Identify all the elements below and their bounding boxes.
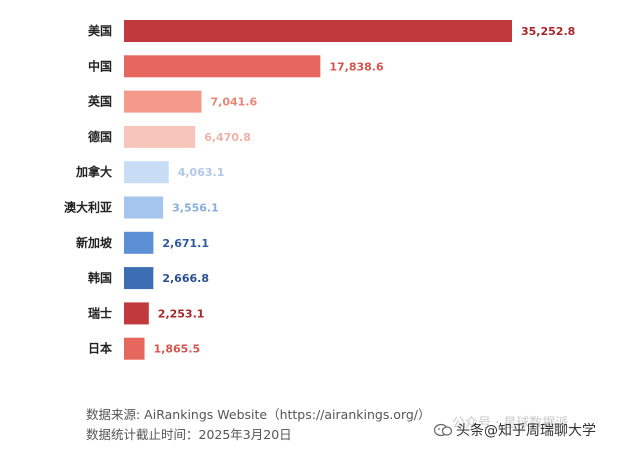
value-label: 6,470.8 — [204, 131, 251, 144]
category-label: 瑞士 — [88, 305, 112, 320]
value-label: 7,041.6 — [211, 96, 258, 109]
category-label: 澳大利亚 — [64, 200, 112, 215]
value-label: 17,838.6 — [329, 60, 384, 73]
bar — [124, 302, 149, 324]
bar — [124, 91, 202, 113]
category-label: 中国 — [88, 58, 112, 73]
bar — [124, 197, 163, 219]
data-date-note: 数据统计截止时间：2025年3月20日 — [86, 424, 292, 443]
bar — [124, 126, 195, 148]
category-label: 日本 — [88, 341, 112, 356]
category-label: 韩国 — [88, 270, 112, 285]
category-label: 英国 — [88, 94, 112, 109]
bar — [124, 55, 320, 77]
value-label: 2,666.8 — [162, 272, 209, 285]
bar — [124, 232, 153, 254]
toutiao-logo-icon — [434, 423, 452, 437]
value-label: 2,671.1 — [162, 237, 209, 250]
bar — [124, 161, 169, 183]
bar — [124, 267, 153, 289]
watermark: 头条@知乎周瑞聊大学 — [434, 420, 596, 440]
value-label: 3,556.1 — [172, 202, 219, 215]
category-label: 德国 — [88, 129, 112, 144]
category-label: 新加坡 — [76, 235, 113, 250]
value-label: 35,252.8 — [521, 25, 575, 38]
value-label: 2,253.1 — [158, 307, 205, 320]
bar — [124, 20, 512, 42]
bar-chart: 美国 35,252.8 中国 17,838.6 英国 7,041.6 德国 6,470.8 加拿… — [0, 0, 640, 400]
bar — [124, 338, 145, 360]
value-label: 1,865.5 — [154, 343, 201, 356]
value-label: 4,063.1 — [178, 166, 225, 179]
category-label: 加拿大 — [75, 164, 112, 179]
data-source-note: 数据来源: AiRankings Website（https://airanki… — [86, 404, 431, 423]
category-label: 美国 — [88, 23, 112, 38]
watermark-text: 头条@知乎周瑞聊大学 — [456, 420, 596, 440]
